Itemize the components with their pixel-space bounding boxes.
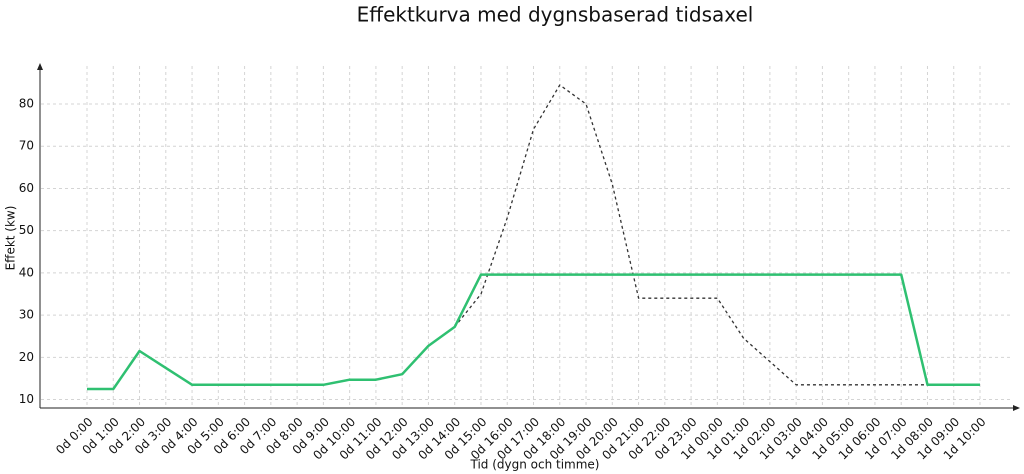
series-line: [454, 84, 928, 386]
y-tick-label: 80: [19, 97, 34, 111]
y-tick-label: 50: [19, 223, 34, 237]
y-axis-arrow: [37, 63, 43, 70]
y-tick-label: 40: [19, 265, 34, 279]
y-tick-label: 20: [19, 350, 34, 364]
y-tick-label: 70: [19, 139, 34, 153]
grid: [41, 66, 1012, 408]
y-tick-label: 10: [19, 392, 34, 406]
y-axis-label: Effekt (kw): [4, 206, 18, 271]
chart-title: Effektkurva med dygnsbaserad tidsaxel: [357, 3, 754, 27]
x-axis-label: Tid (dygn och timme): [469, 458, 599, 472]
x-axis-arrow: [1013, 405, 1020, 411]
y-tick-label: 30: [19, 308, 34, 322]
series-line: [87, 273, 980, 391]
y-tick-label: 60: [19, 181, 34, 195]
